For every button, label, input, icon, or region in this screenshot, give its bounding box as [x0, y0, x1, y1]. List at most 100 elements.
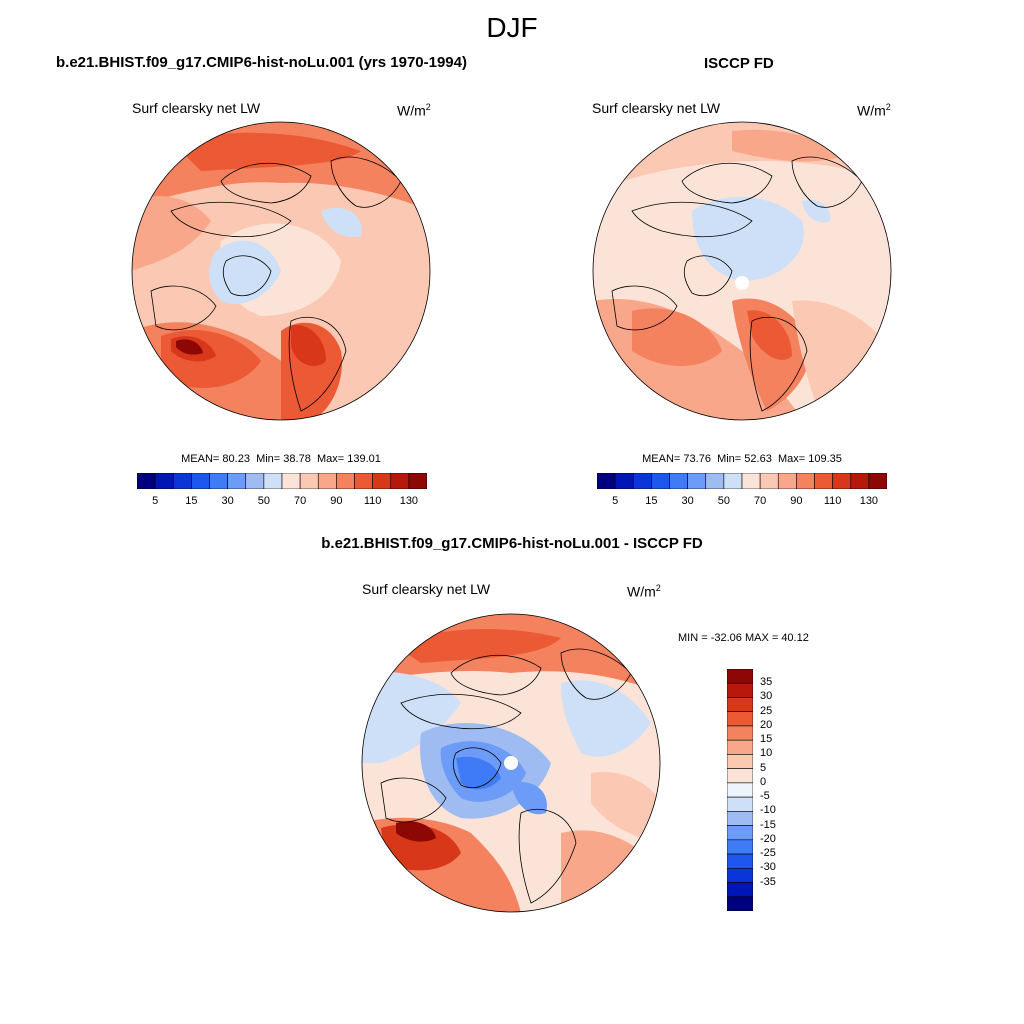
- obs-colorbar-box: [850, 472, 870, 490]
- model-colorbar-box: [154, 472, 174, 490]
- obs-units-label: W/m2: [857, 102, 891, 119]
- diff-colorbar-tick: 25: [760, 704, 773, 717]
- diff-minmax: MIN = -32.06 MAX = 40.12: [678, 632, 809, 644]
- diff-colorbar-tick: 15: [760, 733, 773, 746]
- obs-colorbar-tick: 70: [754, 495, 767, 507]
- model-colorbar-tick: 110: [363, 495, 382, 507]
- obs-colorbar-box: [741, 472, 761, 490]
- obs-colorbar-tick: 90: [790, 495, 803, 507]
- model-colorbar-box: [317, 472, 337, 490]
- obs-colorbar-box: [777, 472, 797, 490]
- model-colorbar-tick: 5: [152, 495, 159, 507]
- diff-colorbar-box: [726, 896, 754, 912]
- model-colorbar-tick: 15: [185, 495, 198, 507]
- diff-colorbar-box: [726, 768, 754, 784]
- obs-colorbar-box: [651, 472, 670, 490]
- obs-colorbar-box: [759, 472, 779, 490]
- model-colorbar-tick: 130: [399, 495, 419, 507]
- diff-colorbar-box: [726, 682, 754, 698]
- diff-polar-map: [361, 613, 661, 913]
- diff-colorbar-tick: -5: [760, 790, 770, 803]
- model-colorbar-tick: 90: [330, 495, 343, 507]
- obs-colorbar-tick: 130: [859, 495, 879, 507]
- model-colorbar-box: [390, 472, 410, 490]
- obs-colorbar-box: [814, 472, 833, 490]
- model-colorbar: [136, 472, 428, 494]
- model-stats: MEAN= 80.23 Min= 38.78 Max= 139.01: [181, 453, 381, 465]
- diff-colorbar-tick: -35: [760, 875, 776, 888]
- diff-colorbar-box: [726, 668, 754, 684]
- model-colorbar-tick: 70: [294, 495, 307, 507]
- model-panel-title: b.e21.BHIST.f09_g17.CMIP6-hist-noLu.001 …: [56, 54, 467, 71]
- obs-colorbar-box: [614, 472, 634, 490]
- diff-colorbar-ticks: 35 30 25 20 15 10 5 0 -5 -10 -15 -20 -25 -30 -35: [760, 669, 800, 911]
- model-colorbar-box: [227, 472, 247, 490]
- obs-colorbar-tick: 50: [717, 495, 730, 507]
- model-colorbar-box: [209, 472, 228, 490]
- season-title: DJF: [486, 12, 538, 43]
- model-colorbar-box: [372, 472, 392, 490]
- obs-colorbar-box: [596, 472, 616, 490]
- diff-colorbar: [726, 668, 754, 916]
- diff-colorbar-box: [726, 867, 754, 883]
- obs-colorbar-tick: 30: [681, 495, 694, 507]
- model-colorbar-ticks: 5 15 30 50 70 90 110 130: [137, 495, 427, 509]
- diff-colorbar-tick: 35: [760, 676, 773, 689]
- diff-colorbar-tick: -20: [760, 832, 776, 845]
- obs-colorbar-box: [868, 472, 888, 490]
- diff-colorbar-tick: 10: [760, 747, 773, 760]
- obs-colorbar-ticks: 5 15 30 50 70 90 110 130: [597, 495, 887, 509]
- diff-colorbar-box: [726, 882, 754, 898]
- obs-colorbar: [596, 472, 888, 494]
- diff-colorbar-box: [726, 697, 754, 713]
- model-colorbar-tick: 30: [221, 495, 234, 507]
- diff-colorbar-box: [726, 811, 754, 826]
- diff-colorbar-tick: -10: [760, 804, 776, 817]
- obs-colorbar-box: [705, 472, 725, 490]
- diff-colorbar-tick: -15: [760, 818, 776, 831]
- obs-variable-label: Surf clearsky net LW: [592, 100, 721, 116]
- diff-colorbar-box: [726, 711, 754, 727]
- model-colorbar-box: [136, 472, 156, 490]
- diff-colorbar-tick: 30: [760, 690, 773, 703]
- model-colorbar-tick: 50: [257, 495, 270, 507]
- diff-colorbar-tick: 20: [760, 718, 773, 731]
- diff-colorbar-box: [726, 825, 754, 841]
- diff-colorbar-box: [726, 739, 754, 755]
- obs-stats: MEAN= 73.76 Min= 52.63 Max= 109.35: [642, 453, 842, 465]
- diff-colorbar-box: [726, 853, 754, 869]
- diff-colorbar-tick: -25: [760, 847, 776, 860]
- diff-colorbar-tick: 5: [760, 761, 767, 774]
- model-colorbar-box: [299, 472, 319, 490]
- diff-colorbar-box: [726, 725, 754, 741]
- model-colorbar-box: [263, 472, 283, 490]
- obs-colorbar-box: [687, 472, 707, 490]
- diff-colorbar-box: [726, 796, 754, 812]
- obs-colorbar-box: [669, 472, 688, 490]
- diff-colorbar-box: [726, 754, 754, 769]
- obs-colorbar-tick: 15: [645, 495, 658, 507]
- diff-colorbar-tick: 0: [760, 775, 767, 788]
- diff-panel-title: b.e21.BHIST.f09_g17.CMIP6-hist-noLu.001 …: [321, 535, 703, 552]
- diff-colorbar-box: [726, 782, 754, 798]
- model-colorbar-box: [191, 472, 210, 490]
- obs-colorbar-box: [723, 472, 743, 490]
- model-colorbar-box: [172, 472, 192, 490]
- diff-colorbar-box: [726, 839, 754, 855]
- obs-panel-title: ISCCP FD: [704, 55, 774, 72]
- obs-colorbar-tick: 5: [612, 495, 619, 507]
- diff-units-label: W/m2: [627, 583, 661, 600]
- model-variable-label: Surf clearsky net LW: [132, 100, 261, 116]
- model-colorbar-box: [245, 472, 265, 490]
- obs-polar-map: [592, 121, 892, 421]
- model-polar-map: [131, 121, 431, 421]
- obs-colorbar-box: [632, 472, 652, 490]
- model-units-label: W/m2: [397, 102, 431, 119]
- obs-colorbar-box: [832, 472, 852, 490]
- model-colorbar-box: [281, 472, 301, 490]
- model-colorbar-box: [354, 472, 373, 490]
- obs-colorbar-box: [796, 472, 815, 490]
- model-colorbar-box: [408, 472, 428, 490]
- obs-colorbar-tick: 110: [823, 495, 842, 507]
- diff-variable-label: Surf clearsky net LW: [362, 581, 491, 597]
